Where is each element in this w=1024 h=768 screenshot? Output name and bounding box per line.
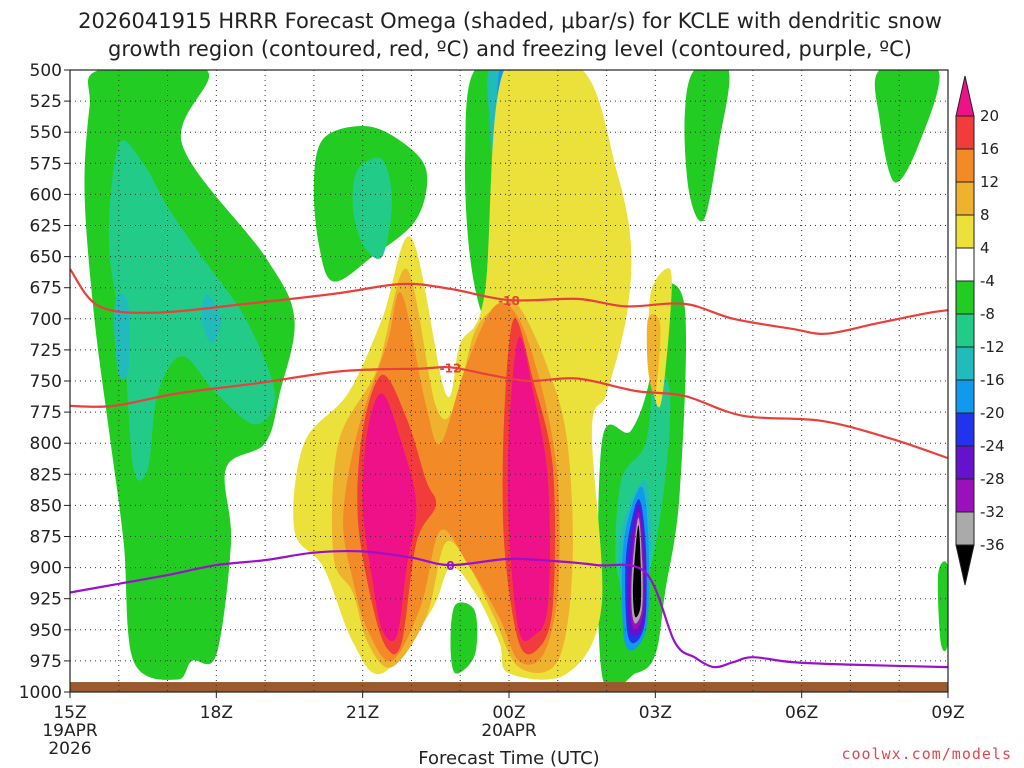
x-tick-sublabel: 19APR <box>42 721 98 741</box>
y-tick-label: 525 <box>30 92 62 112</box>
colorbar-label: -16 <box>980 371 1005 389</box>
colorbar-segment <box>955 445 975 480</box>
colorbar-label: 4 <box>980 239 990 257</box>
contour-layer: -18 -12 0 <box>70 268 948 669</box>
omega-region-pink-main2 <box>507 336 550 642</box>
x-tick-sublabel: 2026 <box>48 739 91 759</box>
omega-shading-layer <box>70 70 948 692</box>
y-tick-label: 500 <box>30 61 62 81</box>
colorbar-segment <box>955 313 975 348</box>
x-tick-label: 21Z <box>346 703 379 723</box>
y-tick-label: 850 <box>30 496 62 516</box>
colorbar-label: -20 <box>980 404 1005 422</box>
colorbar-segment <box>955 379 975 414</box>
x-tick-label: 06Z <box>785 703 818 723</box>
y-tick-label: 750 <box>30 372 62 392</box>
grid-layer <box>70 70 948 692</box>
omega-region-pink-main <box>362 393 417 642</box>
y-tick-label: 825 <box>30 465 62 485</box>
y-tick-label: 600 <box>30 185 62 205</box>
y-tick-label: 575 <box>30 154 62 174</box>
colorbar-label: -24 <box>980 437 1005 455</box>
colorbar-segment <box>955 280 975 315</box>
x-axis-label: Forecast Time (UTC) <box>418 748 599 768</box>
omega-region-green-edge <box>937 561 948 652</box>
freezing-level-contour <box>70 549 948 669</box>
y-tick-label: 975 <box>30 652 62 672</box>
y-tick-label: 800 <box>30 434 62 454</box>
x-tick-label: 00Z <box>492 703 525 723</box>
terrain-strip <box>70 682 948 692</box>
omega-region-cyan-left <box>113 293 130 380</box>
y-tick-label: 650 <box>30 248 62 268</box>
colorbar-label: -4 <box>980 272 995 290</box>
colorbar-label: -36 <box>980 536 1005 554</box>
colorbar-label: -8 <box>980 305 995 323</box>
y-tick-label: 625 <box>30 217 62 237</box>
chart-title-line1: 2026041915 HRRR Forecast Omega (shaded, … <box>78 9 942 33</box>
omega-region-green-right2 <box>874 70 940 183</box>
x-tick-label: 03Z <box>639 703 672 723</box>
x-tick-label: 18Z <box>200 703 233 723</box>
x-tick-sublabel: 20APR <box>481 721 537 741</box>
y-tick-label: 725 <box>30 341 62 361</box>
colorbar-segment <box>955 478 975 513</box>
omega-region-green-right1 <box>684 70 730 222</box>
credit-text: coolwx.com/models <box>841 745 1012 763</box>
chart-title-line2: growth region (contoured, red, ºC) and f… <box>108 37 912 61</box>
y-tick-label: 550 <box>30 123 62 143</box>
colorbar-segment <box>955 148 975 183</box>
x-tick-label: 09Z <box>931 703 964 723</box>
y-tick-label: 675 <box>30 279 62 299</box>
colorbar-label: 16 <box>980 140 999 158</box>
colorbar-label: 20 <box>980 107 999 125</box>
dgz-contour--18 <box>70 268 948 335</box>
colorbar-segment <box>955 115 975 150</box>
colorbar-segment <box>955 412 975 447</box>
colorbar-segment <box>955 214 975 249</box>
colorbar-label: -28 <box>980 470 1005 488</box>
omega-region-green-bottom <box>450 602 478 674</box>
colorbar-segment <box>955 247 975 282</box>
y-tick-label: 775 <box>30 403 62 423</box>
y-tick-label: 1000 <box>19 683 62 703</box>
colorbar-top-arrow <box>955 75 975 117</box>
y-tick-label: 900 <box>30 559 62 579</box>
y-tick-label: 700 <box>30 310 62 330</box>
y-tick-label: 950 <box>30 621 62 641</box>
dgz-contour--12 <box>70 365 948 460</box>
y-tick-label: 925 <box>30 590 62 610</box>
colorbar-label: 8 <box>980 206 990 224</box>
colorbar-label: -12 <box>980 338 1005 356</box>
dgz-contour-label: -12 <box>440 361 462 375</box>
y-axis: 500 525 550 575 600 625 650 675 700 725 750 775 800 8… <box>19 61 70 703</box>
omega-region-teal-mid <box>352 157 392 259</box>
y-tick-label: 875 <box>30 528 62 548</box>
colorbar-segment <box>955 346 975 381</box>
x-tick-label: 15Z <box>53 703 86 723</box>
omega-region-black-core <box>632 525 642 618</box>
omega-region-gold-right <box>646 314 661 395</box>
freezing-level-label: 0 <box>446 559 454 573</box>
colorbar-segment <box>955 511 975 546</box>
colorbar-bottom-arrow <box>955 544 975 586</box>
colorbar: 20 16 12 8 4 -4 -8 -12 -16 -20 -24 -28 -32 -36 <box>955 75 1005 586</box>
dgz-contour-label: -18 <box>498 294 520 308</box>
colorbar-label: -32 <box>980 503 1005 521</box>
colorbar-label: 12 <box>980 173 999 191</box>
colorbar-segment <box>955 181 975 216</box>
